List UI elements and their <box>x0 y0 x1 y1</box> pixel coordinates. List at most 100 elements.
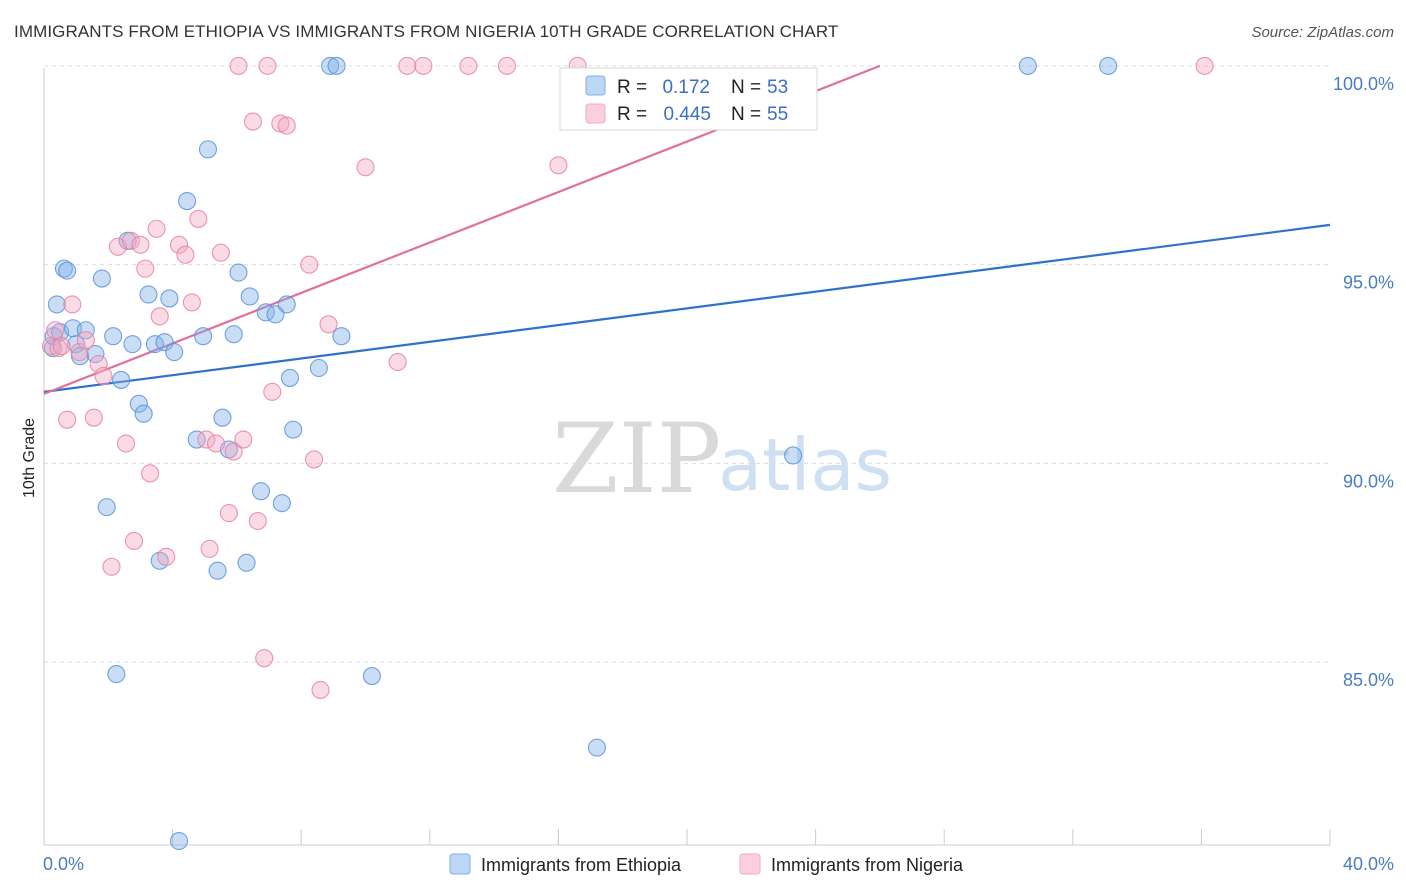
trend-line-ethiopia <box>43 223 1331 393</box>
chart-title: IMMIGRANTS FROM ETHIOPIA VS IMMIGRANTS F… <box>14 22 839 41</box>
stats-swatch-nigeria <box>585 103 606 124</box>
y-tick-label: 100.0% <box>1333 74 1394 94</box>
data-point-nigeria <box>549 156 568 175</box>
data-point-ethiopia <box>1018 56 1037 75</box>
data-point-nigeria <box>141 464 160 483</box>
data-point-ethiopia <box>104 327 123 346</box>
data-point-nigeria <box>89 354 108 374</box>
data-point-nigeria <box>277 116 296 135</box>
data-point-nigeria <box>219 504 238 523</box>
data-point-nigeria <box>497 56 517 75</box>
data-point-nigeria <box>52 337 71 356</box>
data-point-nigeria <box>271 114 290 133</box>
data-point-nigeria <box>124 531 144 550</box>
data-point-ethiopia <box>277 295 296 314</box>
gridlines <box>44 65 1330 663</box>
data-point-nigeria <box>136 259 155 278</box>
legend-label-ethiopia[interactable]: Immigrants from Ethiopia <box>481 855 682 875</box>
data-point-nigeria <box>121 231 140 250</box>
legend-swatch-nigeria[interactable] <box>739 853 761 875</box>
legend-label-nigeria[interactable]: Immigrants from Nigeria <box>771 855 964 875</box>
data-point-ethiopia <box>134 404 153 423</box>
data-point-ethiopia <box>47 295 66 314</box>
x-tick-label-max: 40.0% <box>1343 854 1394 874</box>
data-point-ethiopia <box>224 325 243 344</box>
y-tick-label: 85.0% <box>1343 670 1394 690</box>
data-point-nigeria <box>255 649 274 668</box>
stats-r-value-ethiopia: 0.172 <box>662 77 710 98</box>
data-point-ethiopia <box>112 370 131 389</box>
data-point-nigeria <box>94 366 113 386</box>
stats-legend: R = 0.172 N = 53 R = 0.445 N = 55 <box>559 67 818 131</box>
stats-n-value-nigeria: 55 <box>767 104 788 125</box>
data-point-nigeria <box>300 255 319 274</box>
data-point-ethiopia <box>213 408 232 427</box>
legend-swatch-ethiopia[interactable] <box>449 853 471 875</box>
data-point-ethiopia <box>198 140 218 159</box>
data-point-ethiopia <box>280 368 299 387</box>
data-point-ethiopia <box>160 289 179 308</box>
stats-n-value-ethiopia: 53 <box>767 77 788 98</box>
data-point-ethiopia <box>169 831 189 851</box>
data-point-ethiopia <box>327 56 346 75</box>
data-point-ethiopia <box>97 498 116 517</box>
data-point-nigeria <box>150 307 169 326</box>
data-point-nigeria <box>388 352 407 372</box>
data-point-nigeria <box>248 511 267 531</box>
data-point-ethiopia <box>54 259 73 278</box>
data-point-nigeria <box>211 243 230 262</box>
data-point-ethiopia <box>251 482 271 501</box>
data-point-ethiopia <box>240 287 259 306</box>
data-point-nigeria <box>147 219 166 238</box>
data-point-nigeria <box>58 410 77 429</box>
data-point-ethiopia <box>107 665 126 684</box>
data-point-nigeria <box>189 209 208 228</box>
data-point-ethiopia <box>784 446 803 465</box>
data-point-ethiopia <box>92 269 111 288</box>
data-point-nigeria <box>84 408 103 427</box>
stats-r-label-nigeria: R = <box>617 104 647 125</box>
data-point-ethiopia <box>165 343 184 362</box>
data-point-nigeria <box>319 315 338 334</box>
data-point-ethiopia <box>178 192 197 211</box>
chart-source: Source: ZipAtlas.com <box>1251 24 1394 41</box>
data-point-nigeria <box>76 331 95 350</box>
data-point-nigeria <box>234 430 253 449</box>
y-axis-label: 10th Grade <box>21 418 38 498</box>
data-point-ethiopia <box>587 738 607 757</box>
data-point-ethiopia <box>309 358 328 378</box>
data-point-nigeria <box>197 430 216 449</box>
data-point-ethiopia <box>76 321 95 340</box>
data-point-ethiopia <box>284 420 303 439</box>
y-tick-labels: 85.0% 90.0% 95.0% 100.0% <box>1333 74 1394 690</box>
data-point-nigeria <box>243 112 263 131</box>
data-point-ethiopia <box>321 56 340 75</box>
data-point-ethiopia <box>123 335 142 354</box>
data-point-nigeria <box>157 547 176 566</box>
y-tick-label: 95.0% <box>1343 273 1394 293</box>
data-point-ethiopia <box>58 261 77 280</box>
data-point-nigeria <box>229 56 248 75</box>
stats-swatch-ethiopia <box>585 75 606 96</box>
data-point-nigeria <box>414 56 433 75</box>
data-point-ethiopia <box>187 430 206 449</box>
data-point-ethiopia <box>362 667 381 686</box>
stats-n-label-nigeria: N = <box>731 104 761 125</box>
data-point-nigeria <box>311 680 330 700</box>
data-point-nigeria <box>356 158 375 177</box>
data-point-ethiopia <box>237 553 256 572</box>
data-point-nigeria <box>200 539 219 558</box>
stats-n-label-ethiopia: N = <box>731 77 761 98</box>
data-point-nigeria <box>63 295 82 314</box>
data-point-ethiopia <box>229 263 248 282</box>
data-point-nigeria <box>182 293 201 312</box>
data-point-nigeria <box>459 56 478 75</box>
data-point-nigeria <box>176 245 195 264</box>
data-point-ethiopia <box>86 345 105 364</box>
watermark-atlas: atlas <box>718 423 892 507</box>
series-legend: Immigrants from Ethiopia Immigrants from… <box>449 853 964 875</box>
data-point-ethiopia <box>194 327 213 346</box>
data-point-ethiopia <box>129 394 148 413</box>
x-tick-label-min: 0.0% <box>43 854 84 874</box>
data-point-ethiopia <box>272 494 291 513</box>
